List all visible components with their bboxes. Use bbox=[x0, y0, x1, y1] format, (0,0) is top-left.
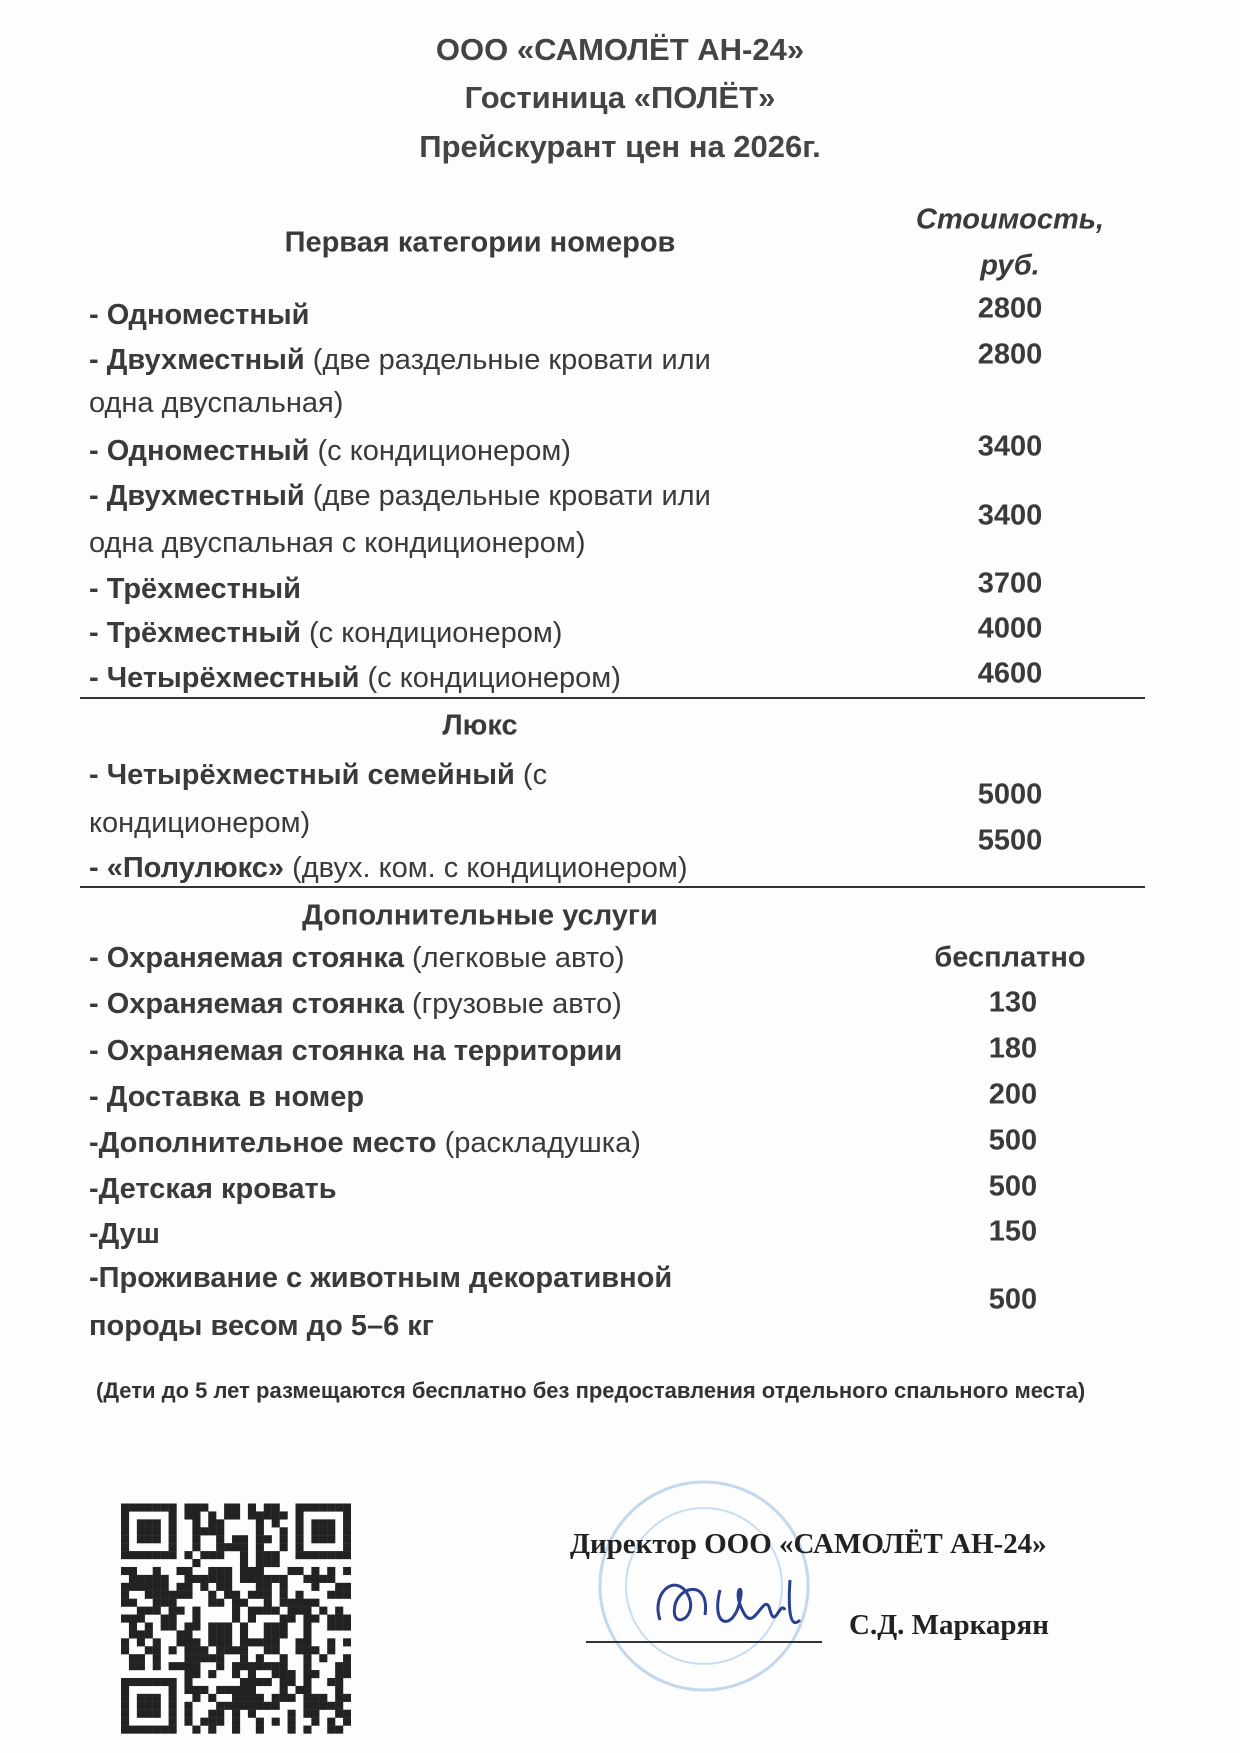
price: 2800 bbox=[977, 292, 1043, 325]
price: 500 bbox=[988, 1124, 1038, 1157]
list-item-continuation: одна двуспальная) bbox=[89, 387, 344, 419]
price-header-line2: руб. bbox=[980, 249, 1040, 282]
list-item: -Дополнительное место (раскладушка) bbox=[89, 1127, 641, 1159]
list-item: - Трёхместный (с кондиционером) bbox=[89, 617, 563, 649]
company-stamp bbox=[598, 1480, 810, 1692]
list-item: - Охраняемая стоянка на территории bbox=[89, 1035, 623, 1067]
price: 3400 bbox=[977, 430, 1043, 463]
list-item: -Проживание с животным декоративной bbox=[89, 1262, 673, 1294]
price: 5500 bbox=[977, 824, 1043, 857]
section-title-lux: Люкс bbox=[442, 709, 518, 742]
list-item: - Двухместный (две раздельные кровати ил… bbox=[89, 344, 711, 376]
price: 3700 bbox=[977, 567, 1043, 600]
price: 200 bbox=[988, 1078, 1038, 1111]
divider bbox=[80, 886, 1145, 888]
section-title-extra: Дополнительные услуги bbox=[302, 899, 658, 932]
price: 4600 bbox=[977, 657, 1043, 690]
price: 150 bbox=[988, 1215, 1038, 1248]
price: 4000 bbox=[977, 612, 1043, 645]
children-note: (Дети до 5 лет размещаются бесплатно без… bbox=[96, 1378, 1086, 1403]
list-item: - Одноместный bbox=[89, 299, 310, 331]
director-name: С.Д. Маркарян bbox=[849, 1609, 1049, 1641]
list-item: -Душ bbox=[89, 1218, 160, 1250]
price: бесплатно bbox=[934, 941, 1086, 974]
signature-line bbox=[586, 1641, 822, 1643]
list-item: - Доставка в номер bbox=[89, 1081, 365, 1113]
company-name: ООО «САМОЛЁТ АН-24» bbox=[435, 32, 805, 67]
divider bbox=[80, 697, 1145, 699]
price: 500 bbox=[988, 1283, 1038, 1316]
list-item-continuation: кондиционером) bbox=[89, 807, 311, 839]
signature bbox=[656, 1579, 802, 1624]
list-item: - Четырёхместный семейный (с bbox=[89, 759, 548, 791]
list-item: -Детская кровать bbox=[89, 1173, 337, 1205]
hotel-name: Гостиница «ПОЛЁТ» bbox=[464, 80, 776, 115]
price: 3400 bbox=[977, 499, 1043, 532]
list-item: - «Полулюкс» (двух. ком. с кондиционером… bbox=[89, 852, 688, 884]
list-item: - Двухместный (две раздельные кровати ил… bbox=[89, 480, 711, 512]
price: 500 bbox=[988, 1170, 1038, 1203]
price: 5000 bbox=[977, 778, 1043, 811]
director-title: Директор ООО «САМОЛЁТ АН-24» bbox=[570, 1528, 1047, 1560]
list-item: - Одноместный (с кондиционером) bbox=[89, 435, 571, 467]
list-item-continuation: одна двуспальная с кондиционером) bbox=[89, 527, 586, 559]
qr-code bbox=[121, 1503, 351, 1734]
price: 180 bbox=[988, 1032, 1038, 1065]
price: 2800 bbox=[977, 338, 1043, 371]
list-item: - Четырёхместный (с кондиционером) bbox=[89, 662, 621, 694]
list-item: - Трёхместный bbox=[89, 573, 301, 605]
list-item: - Охраняемая стоянка (грузовые авто) bbox=[89, 988, 622, 1020]
document-title: Прейскурант цен на 2026г. bbox=[419, 129, 821, 164]
price: 130 bbox=[988, 986, 1038, 1019]
section-title-first-category: Первая категории номеров bbox=[284, 226, 676, 259]
list-item-continuation: породы весом до 5–6 кг bbox=[89, 1310, 434, 1342]
price-header-line1: Стоимость, bbox=[915, 203, 1105, 236]
list-item: - Охраняемая стоянка (легковые авто) bbox=[89, 942, 625, 974]
